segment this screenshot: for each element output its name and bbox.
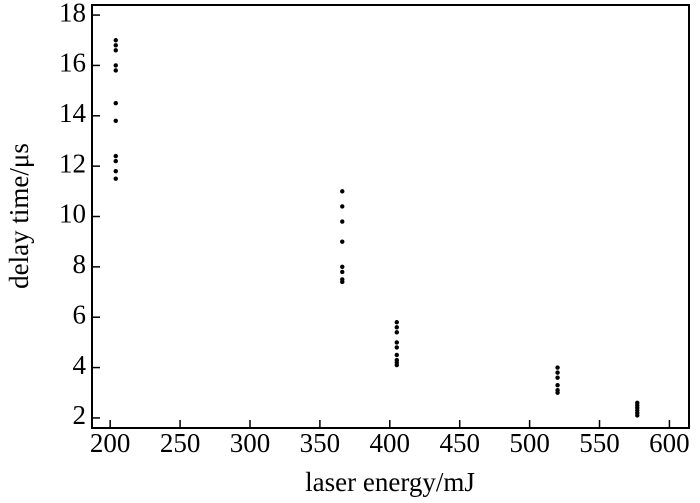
point (113, 48, 118, 53)
point (555, 365, 560, 370)
y-tick-label: 12 (59, 148, 86, 178)
point (340, 279, 345, 285)
point (555, 390, 560, 395)
x-tick-label: 600 (649, 428, 690, 458)
point (340, 204, 345, 209)
point (113, 118, 118, 124)
point (113, 68, 118, 73)
point (113, 168, 118, 174)
y-tick-label: 6 (73, 299, 87, 329)
point (113, 176, 118, 181)
point (555, 375, 560, 380)
point (113, 43, 118, 48)
point (394, 362, 399, 368)
point (635, 413, 640, 418)
point (394, 345, 399, 350)
y-tick-label: 14 (59, 98, 87, 128)
y-tick-label: 10 (59, 199, 86, 229)
y-tick-label: 4 (73, 350, 87, 380)
point (113, 38, 118, 43)
point (340, 264, 345, 270)
y-tick-label: 16 (59, 48, 86, 78)
x-tick-label: 250 (160, 428, 201, 458)
point (340, 219, 345, 224)
point (113, 153, 118, 159)
y-tick-label: 18 (59, 0, 86, 27)
point (340, 269, 345, 275)
point (394, 352, 399, 358)
y-tick-label: 8 (73, 249, 87, 279)
x-tick-label: 450 (439, 428, 480, 458)
x-tick-label: 400 (370, 428, 411, 458)
point (113, 158, 118, 164)
point (340, 189, 345, 194)
x-tick-label: 550 (579, 428, 620, 458)
point (113, 100, 118, 106)
x-tick-label: 300 (230, 428, 271, 458)
point (394, 320, 399, 325)
point (394, 340, 399, 345)
y-tick-label: 2 (73, 400, 87, 430)
y-axis-label: delay time/μs (4, 143, 34, 289)
point (394, 330, 399, 335)
x-tick-label: 500 (509, 428, 550, 458)
x-tick-label: 200 (90, 428, 131, 458)
point (113, 63, 118, 68)
plot-frame (91, 4, 690, 429)
point (340, 239, 345, 244)
point (394, 325, 399, 330)
point (555, 370, 560, 375)
x-axis-label: laser energy/mJ (305, 467, 475, 497)
x-tick-label: 350 (300, 428, 341, 458)
point (555, 382, 560, 388)
